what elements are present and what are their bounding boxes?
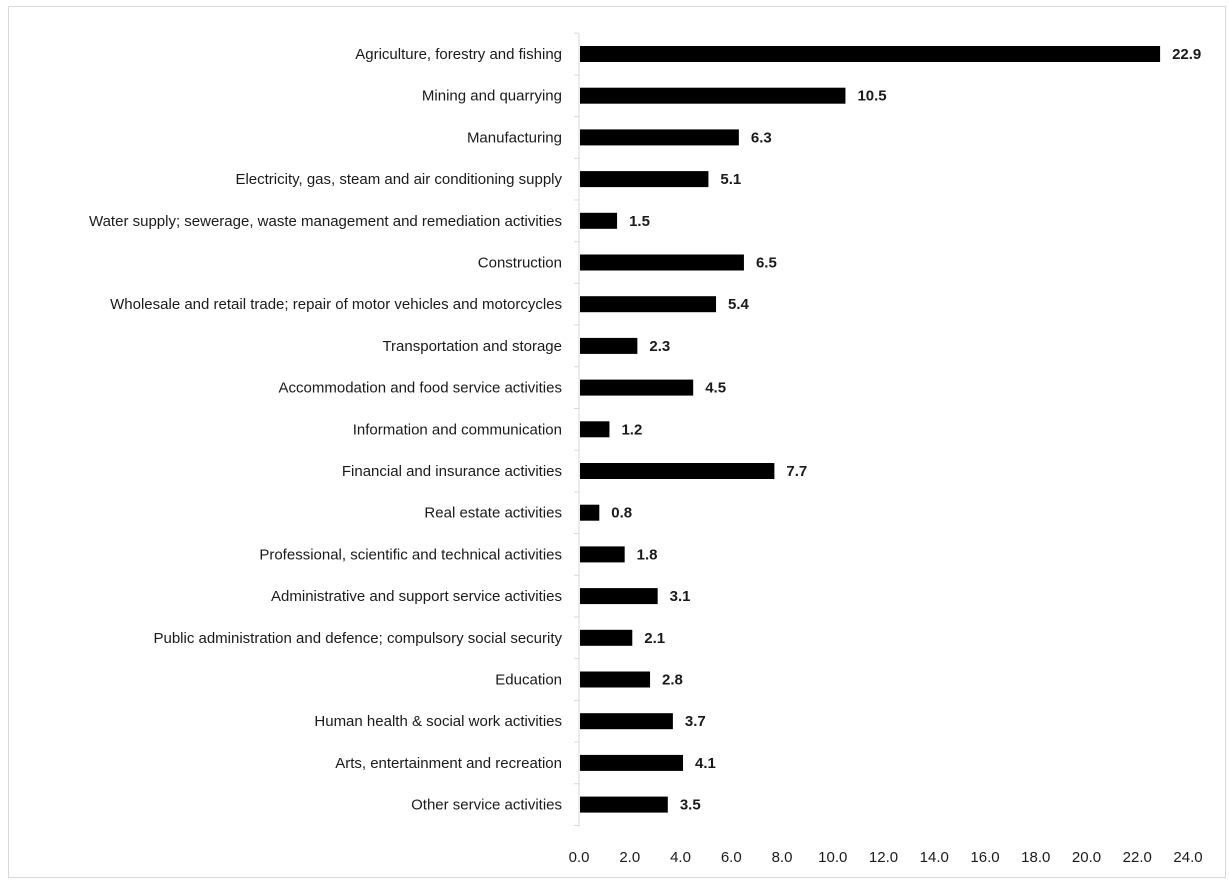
x-tick-label: 22.0 — [1123, 849, 1152, 866]
bar — [580, 754, 684, 771]
category-label: Wholesale and retail trade; repair of mo… — [110, 296, 562, 313]
data-label: 6.3 — [751, 129, 772, 146]
data-label: 7.7 — [786, 463, 807, 480]
category-label: Administrative and support service activ… — [271, 588, 562, 605]
category-label: Human health & social work activities — [314, 713, 562, 730]
data-label: 5.4 — [728, 296, 750, 313]
bar — [580, 671, 651, 688]
data-label: 6.5 — [756, 255, 777, 272]
bar — [580, 87, 846, 104]
data-label: 1.8 — [637, 546, 658, 563]
data-label: 4.5 — [705, 380, 726, 397]
labels-layer: 0.0 2.0 4.0 6.0 8.0 10.0 12.0 14.0 16.0 18.0 20.0 2… — [89, 46, 1203, 866]
category-label: Transportation and storage — [382, 338, 562, 355]
bar — [580, 463, 775, 479]
x-tick-label: 20.0 — [1072, 849, 1101, 866]
x-tick-label: 16.0 — [970, 849, 999, 866]
bar — [580, 254, 744, 271]
data-label: 3.5 — [680, 797, 701, 814]
bar — [580, 379, 694, 396]
category-label: Construction — [478, 255, 562, 272]
category-label: Agriculture, forestry and fishing — [355, 46, 562, 63]
bar — [580, 171, 709, 188]
category-label: Information and communication — [353, 421, 562, 438]
x-tick-label: 6.0 — [721, 849, 742, 866]
data-label: 1.2 — [621, 421, 642, 438]
category-label: Other service activities — [411, 797, 562, 814]
bar — [580, 421, 610, 438]
data-label: 5.1 — [720, 171, 741, 188]
data-label: 0.8 — [611, 505, 632, 522]
category-label: Public administration and defence; compu… — [153, 630, 562, 647]
bar — [580, 713, 673, 730]
bar — [580, 212, 618, 229]
category-label: Manufacturing — [467, 129, 562, 146]
category-label: Financial and insurance activities — [342, 463, 562, 480]
x-tick-label: 14.0 — [920, 849, 949, 866]
x-tick-label: 4.0 — [670, 849, 691, 866]
x-tick-label: 0.0 — [569, 849, 590, 866]
x-tick-label: 24.0 — [1173, 849, 1202, 866]
chart-frame — [8, 6, 1226, 878]
axis-layer — [574, 32, 580, 827]
x-tick-label: 8.0 — [772, 849, 793, 866]
bar — [580, 796, 668, 813]
bar — [580, 337, 638, 354]
data-label: 3.7 — [685, 713, 706, 730]
category-label: Water supply; sewerage, waste management… — [89, 213, 562, 230]
x-tick-label: 2.0 — [619, 849, 640, 866]
bar — [580, 504, 600, 521]
bar — [580, 629, 633, 646]
category-label: Professional, scientific and technical a… — [259, 546, 562, 563]
bar — [580, 546, 625, 563]
data-label: 1.5 — [629, 213, 650, 230]
bar — [580, 588, 658, 605]
data-label: 22.9 — [1172, 46, 1201, 63]
x-tick-label: 18.0 — [1021, 849, 1050, 866]
x-tick-label: 10.0 — [818, 849, 847, 866]
category-label: Electricity, gas, steam and air conditio… — [235, 171, 562, 188]
data-label: 3.1 — [670, 588, 691, 605]
bar — [580, 129, 739, 146]
category-label: Real estate activities — [424, 505, 562, 522]
data-label: 4.1 — [695, 755, 716, 772]
category-label: Arts, entertainment and recreation — [335, 755, 562, 772]
bar — [580, 46, 1161, 62]
data-label: 2.8 — [662, 672, 683, 689]
data-label: 2.3 — [649, 338, 670, 355]
category-label: Accommodation and food service activitie… — [279, 380, 562, 397]
bars-layer — [580, 46, 1161, 813]
category-label: Education — [495, 672, 562, 689]
data-label: 10.5 — [857, 88, 886, 105]
x-tick-label: 12.0 — [869, 849, 898, 866]
bar — [580, 296, 717, 313]
data-label: 2.1 — [644, 630, 665, 647]
category-label: Mining and quarrying — [422, 88, 562, 105]
